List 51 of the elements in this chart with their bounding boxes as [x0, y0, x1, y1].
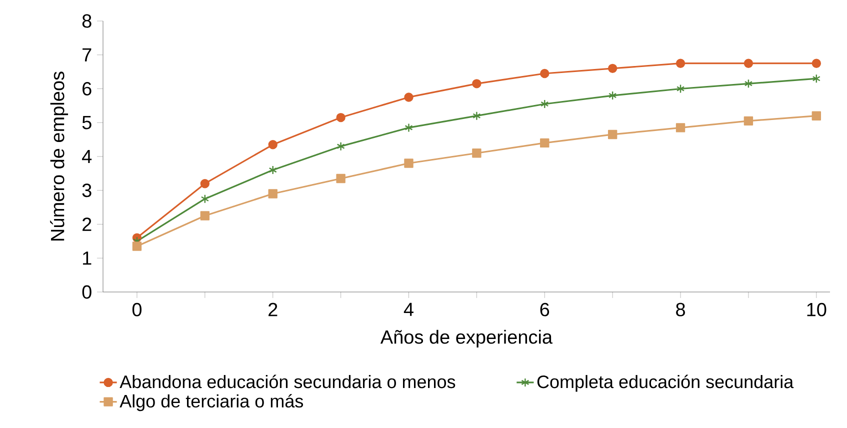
x-tick-label: 6 [540, 302, 550, 316]
point [268, 189, 278, 198]
x-tick-label: 4 [404, 302, 414, 316]
y-tick-label: 2 [82, 218, 92, 231]
point [472, 111, 481, 120]
point [676, 58, 686, 68]
y-tick-label: 3 [82, 184, 92, 198]
y-tick-label: 7 [82, 48, 92, 62]
point [472, 79, 482, 88]
y-tick-label: 4 [82, 150, 92, 164]
y-tick-label: 0 [82, 285, 92, 299]
y-tick-label: 6 [82, 82, 92, 96]
point [676, 123, 686, 132]
point [132, 242, 142, 251]
point [268, 165, 277, 175]
point [200, 194, 209, 204]
point [404, 92, 414, 102]
x-tick-label: 2 [268, 302, 278, 316]
point [336, 142, 345, 151]
point [540, 138, 550, 148]
point [608, 90, 617, 100]
point [812, 74, 820, 84]
point [200, 178, 210, 188]
point [540, 68, 550, 78]
x-axis-title: Años de experiencia [380, 330, 553, 348]
point [336, 112, 346, 122]
point [608, 130, 618, 140]
point [336, 174, 346, 184]
legend-label: Completa educación secundaria [537, 374, 794, 392]
point [812, 111, 822, 120]
point [200, 211, 210, 220]
point [472, 148, 482, 158]
legend-label: Abandona educación secundaria o menos [120, 374, 456, 388]
point [744, 116, 754, 126]
point [812, 58, 822, 68]
y-tick-label: 8 [82, 14, 92, 28]
legend-label: Algo de terciaria o más [120, 394, 304, 412]
point [404, 123, 413, 132]
point [744, 79, 753, 88]
point [404, 158, 414, 168]
x-tick-label: 10 [807, 302, 826, 316]
point [540, 99, 549, 109]
y-tick-label: 5 [82, 116, 92, 130]
point [744, 58, 754, 68]
x-tick-label: 8 [676, 302, 685, 316]
point [608, 64, 618, 74]
y-tick-label: 1 [83, 252, 92, 265]
y-axis-title: Número de empleos [50, 72, 68, 240]
point [676, 84, 685, 94]
point [268, 140, 278, 150]
x-tick-label: 0 [132, 302, 142, 316]
